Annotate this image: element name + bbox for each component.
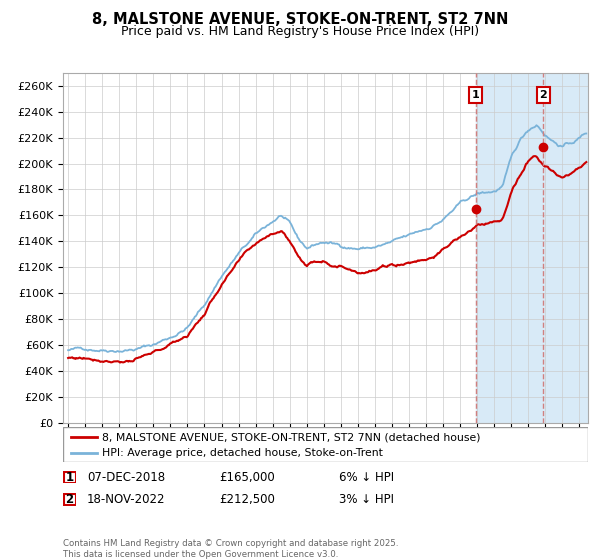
Text: Contains HM Land Registry data © Crown copyright and database right 2025.
This d: Contains HM Land Registry data © Crown c… bbox=[63, 539, 398, 559]
Text: 8, MALSTONE AVENUE, STOKE-ON-TRENT, ST2 7NN (detached house): 8, MALSTONE AVENUE, STOKE-ON-TRENT, ST2 … bbox=[103, 432, 481, 442]
Text: 2: 2 bbox=[65, 493, 74, 506]
Text: 1: 1 bbox=[65, 470, 74, 484]
Text: 07-DEC-2018: 07-DEC-2018 bbox=[87, 470, 165, 484]
Text: 3% ↓ HPI: 3% ↓ HPI bbox=[339, 493, 394, 506]
Text: HPI: Average price, detached house, Stoke-on-Trent: HPI: Average price, detached house, Stok… bbox=[103, 449, 383, 458]
Text: 6% ↓ HPI: 6% ↓ HPI bbox=[339, 470, 394, 484]
Text: 2: 2 bbox=[539, 90, 547, 100]
Bar bbox=[476, 73, 588, 423]
Text: £212,500: £212,500 bbox=[219, 493, 275, 506]
Text: £165,000: £165,000 bbox=[219, 470, 275, 484]
Text: 18-NOV-2022: 18-NOV-2022 bbox=[87, 493, 166, 506]
Text: 8, MALSTONE AVENUE, STOKE-ON-TRENT, ST2 7NN: 8, MALSTONE AVENUE, STOKE-ON-TRENT, ST2 … bbox=[92, 12, 508, 27]
Text: 1: 1 bbox=[472, 90, 480, 100]
Text: Price paid vs. HM Land Registry's House Price Index (HPI): Price paid vs. HM Land Registry's House … bbox=[121, 25, 479, 38]
